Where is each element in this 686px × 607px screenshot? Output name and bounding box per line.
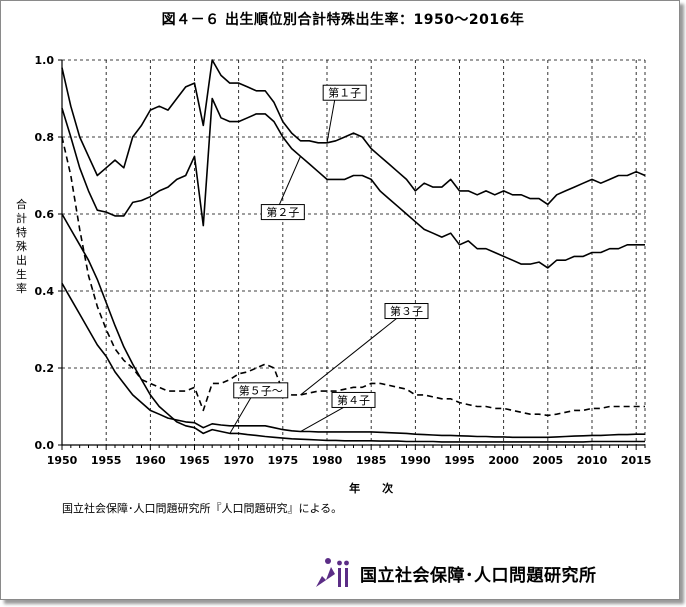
x-tick-label: 1965: [179, 454, 210, 467]
series-line: [61, 97, 645, 269]
y-tick-label: 0.8: [35, 131, 55, 144]
x-tick-label: 1960: [135, 454, 166, 467]
series-line: [61, 213, 645, 443]
chart-title: 図４－６ 出生順位別合計特殊出生率：1950～2016年: [161, 12, 525, 28]
x-tick-label: 1985: [356, 454, 387, 467]
x-tick-label: 2000: [488, 454, 519, 467]
series-label-box: [331, 391, 376, 408]
ipss-logo-icon: [316, 558, 349, 587]
series-label-box: [322, 84, 367, 101]
series-label: 第４子: [337, 393, 370, 407]
series-label: 第５子～: [239, 383, 283, 397]
x-tick-label: 1970: [223, 454, 254, 467]
series-line: [61, 136, 645, 417]
y-tick-label: 0.6: [35, 208, 55, 221]
x-tick-label: 2015: [621, 454, 652, 467]
series-leader-line: [300, 318, 397, 396]
series-leader-line: [326, 100, 336, 143]
series-label: 第１子: [328, 86, 361, 100]
y-axis-label: 合計特殊出生率: [16, 197, 27, 295]
x-tick-label: 1980: [312, 454, 343, 467]
series-line: [61, 59, 646, 206]
series-label: 第３子: [390, 304, 423, 318]
series-label: 第２子: [266, 205, 299, 219]
x-axis-label: 年 次: [349, 481, 393, 495]
series-label-box: [260, 204, 305, 221]
series-label-box: [384, 303, 429, 320]
organization-name: 国立社会保障･人口問題研究所: [360, 566, 597, 586]
x-tick-label: 2005: [533, 454, 564, 467]
y-tick-label: 0.2: [35, 362, 55, 375]
y-tick-label: 0.4: [35, 285, 55, 298]
series-leader-line: [229, 397, 252, 434]
x-tick-label: 1950: [47, 454, 78, 467]
series-leader-line: [300, 407, 344, 432]
x-tick-label: 2010: [577, 454, 608, 467]
series-line: [61, 282, 645, 439]
source-note: 国立社会保障･人口問題研究所『人口問題研究』による。: [62, 502, 343, 515]
x-tick-label: 1975: [268, 454, 299, 467]
y-tick-label: 0.0: [35, 439, 55, 452]
x-tick-label: 1995: [444, 454, 475, 467]
x-tick-label: 1990: [400, 454, 431, 467]
x-tick-label: 1955: [91, 454, 122, 467]
series-label-box: [233, 382, 289, 399]
y-tick-label: 1.0: [35, 54, 55, 67]
